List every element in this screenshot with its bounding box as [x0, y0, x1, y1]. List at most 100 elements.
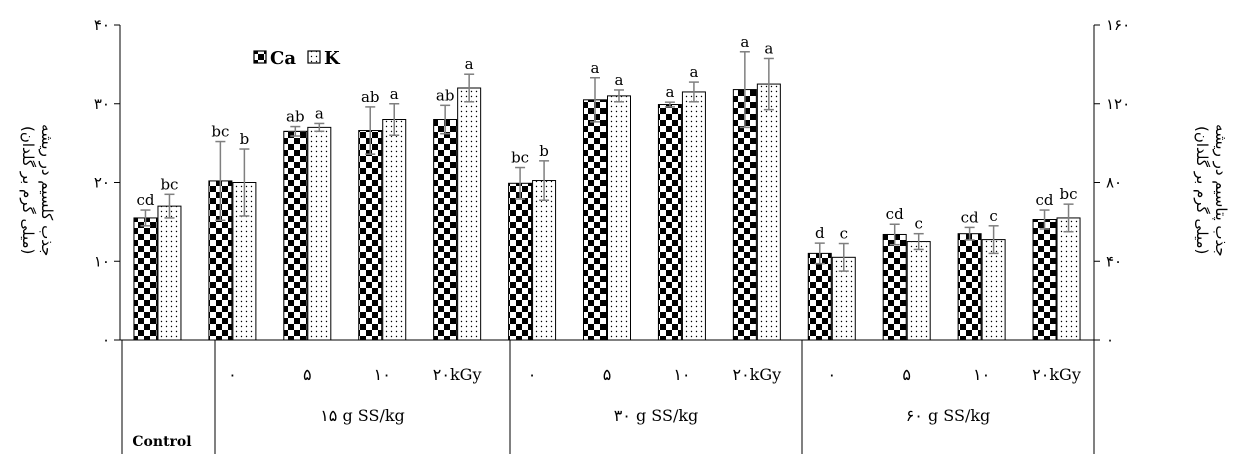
category-label: ۲۰kGy: [433, 365, 482, 384]
bar-k: [1056, 217, 1081, 341]
letter-k: b: [240, 130, 250, 148]
letter-ca: cd: [1036, 191, 1054, 209]
error-bar-k: [913, 232, 924, 251]
error-bar-ca: [1039, 209, 1050, 230]
category-label: ۰: [827, 365, 836, 384]
y-axis-left-label-line1: جذب کلسیم در ریشه: [38, 123, 56, 257]
y-right-tick-label: ۴۰: [1106, 252, 1122, 270]
error-bar-ca: [964, 226, 975, 241]
error-bar-k: [1063, 203, 1074, 233]
error-bar-ca: [515, 166, 526, 200]
y-axis-right-label-line2: (میلی گرم بر گلدان): [1193, 125, 1211, 255]
bar-ca: [133, 217, 158, 341]
bar-ca: [807, 252, 832, 341]
letter-k: a: [465, 55, 474, 73]
letter-k: a: [615, 71, 624, 89]
y-right-tick-label: ۸۰: [1106, 174, 1122, 192]
bar-ca: [508, 182, 533, 341]
group-label: Control: [132, 434, 191, 450]
bar-ca: [583, 99, 607, 341]
group-label: ۱۵ g SS/kg: [320, 406, 405, 425]
legend-label-k: K: [324, 48, 341, 69]
legend-swatch-ca: [253, 50, 267, 64]
bar-k: [681, 91, 706, 341]
error-bar-k: [614, 89, 624, 103]
error-bar-ca: [664, 101, 675, 108]
error-bar-k: [988, 225, 999, 255]
error-bar-ca: [814, 242, 825, 265]
letter-k: c: [840, 225, 848, 243]
bar-ca: [657, 104, 682, 341]
y-axis-left-label-line2: (میلی گرم بر گلدان): [19, 125, 37, 255]
error-bar-k: [314, 122, 325, 133]
group-label: ۶۰ g SS/kg: [906, 406, 991, 425]
category-label: ۱۰: [374, 365, 391, 384]
bar-k: [532, 180, 557, 341]
error-bar-ca: [590, 77, 600, 123]
legend-label-ca: Ca: [270, 48, 296, 69]
bar-ca: [358, 130, 383, 341]
bar-k: [756, 83, 781, 341]
bar-k: [382, 119, 407, 341]
bars-layer: [133, 51, 1081, 341]
y-left-tick-label: ۳۰: [94, 95, 110, 113]
legend: Ca K: [253, 48, 341, 69]
letter-ca: cd: [886, 205, 904, 223]
bar-ca: [283, 130, 308, 341]
letter-k: c: [914, 215, 922, 233]
bar-ca: [433, 119, 458, 341]
category-label: ۵: [603, 365, 612, 384]
category-label: ۲۰kGy: [1032, 365, 1081, 384]
letter-ca: a: [591, 59, 600, 77]
category-label: ۰: [528, 365, 537, 384]
letter-ca: cd: [136, 191, 154, 209]
letter-k: bc: [1060, 185, 1078, 203]
category-label: ۰: [228, 365, 237, 384]
letter-ca: d: [815, 224, 825, 242]
y-axis-right-label: جذب پتاسیم در ریشه (میلی گرم بر گلدان): [1180, 40, 1230, 340]
letter-k: c: [989, 207, 997, 225]
error-bar-ca: [215, 140, 226, 222]
y-left-tick-label: ۱۰: [94, 252, 110, 270]
letter-ca: ab: [361, 88, 380, 106]
y-right-tick-label: ۱۲۰: [1106, 95, 1130, 113]
bar-ca: [1032, 219, 1057, 341]
y-axis-right-label-line1: جذب پتاسیم در ریشه: [1212, 123, 1230, 257]
error-bar-k: [763, 57, 774, 111]
bar-k: [457, 87, 482, 341]
letter-k: a: [689, 63, 698, 81]
category-label: ۵: [902, 365, 911, 384]
error-bar-ca: [739, 51, 750, 129]
letter-ca: a: [665, 83, 674, 101]
letter-ca: ab: [436, 86, 455, 104]
error-bar-k: [539, 160, 550, 201]
letter-ca: bc: [511, 149, 529, 167]
y-right-tick-label: ۰: [1106, 331, 1114, 349]
error-bar-k: [389, 103, 400, 136]
letter-ca: a: [740, 33, 749, 51]
legend-swatch-k: [307, 50, 321, 64]
y-left-tick-label: ۲۰: [94, 174, 110, 192]
error-bar-ca: [290, 125, 301, 137]
error-bar-ca: [889, 223, 900, 246]
category-label: ۱۰: [673, 365, 690, 384]
category-label: ۵: [303, 365, 312, 384]
error-bar-ca: [440, 104, 451, 135]
category-label: ۱۰: [973, 365, 990, 384]
y-left-tick-label: ۴۰: [94, 16, 110, 34]
group-label: ۳۰ g SS/kg: [614, 406, 699, 425]
bar-k: [906, 241, 931, 341]
y-left-tick-label: ۰: [102, 331, 110, 349]
bar-k: [981, 239, 1006, 341]
y-right-tick-label: ۱۶۰: [1106, 16, 1130, 34]
bar-ca: [882, 233, 907, 341]
letter-ca: cd: [961, 208, 979, 226]
error-bar-ca: [365, 106, 376, 155]
bar-ca: [957, 233, 982, 341]
error-bar-k: [239, 148, 250, 217]
letter-k: b: [539, 142, 549, 160]
bar-k: [607, 95, 631, 341]
letter-ca: ab: [286, 108, 305, 126]
error-bar-k: [464, 73, 475, 103]
